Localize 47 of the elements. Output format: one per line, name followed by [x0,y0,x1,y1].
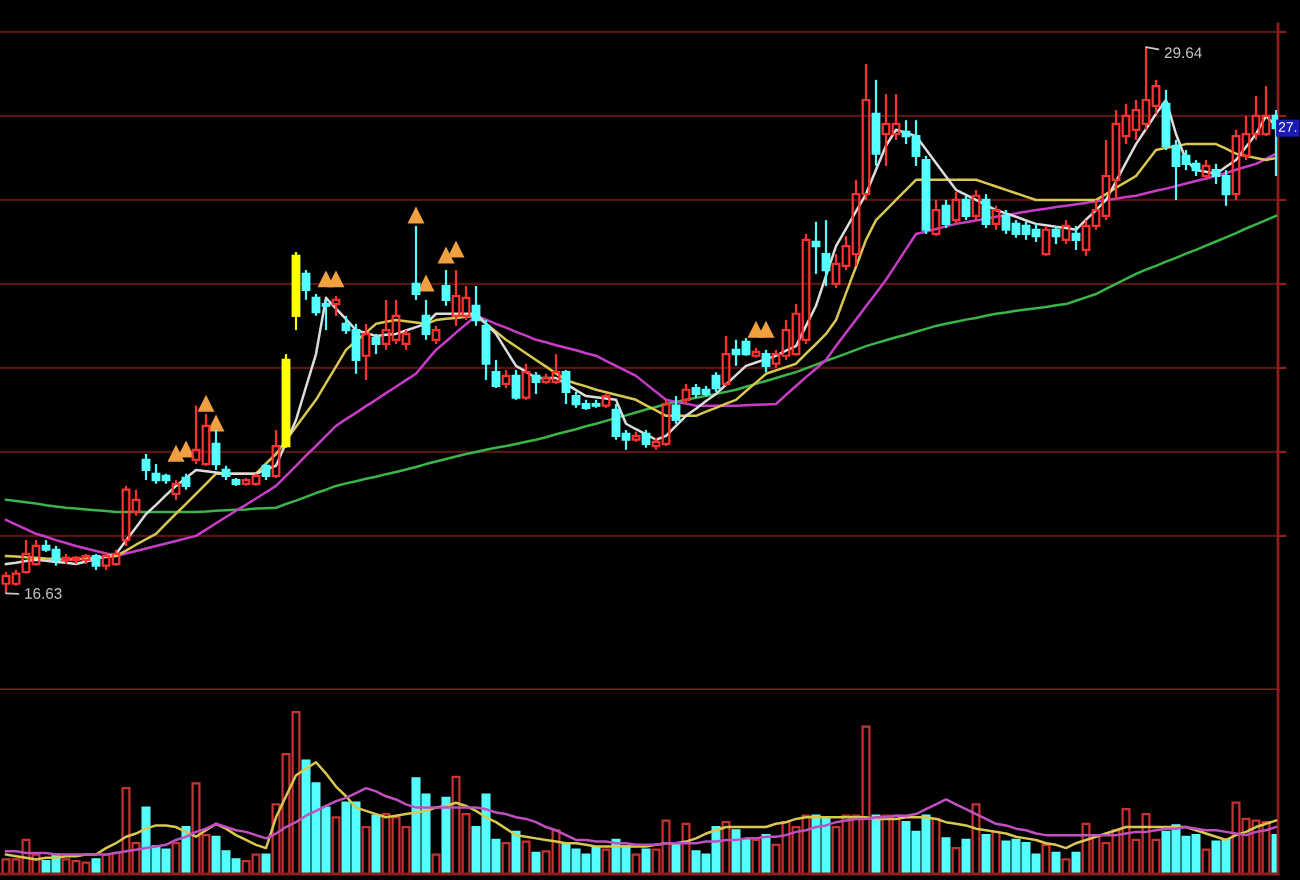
bar [171,842,181,874]
bar [951,846,961,874]
bar [931,817,941,874]
bar [601,848,611,874]
candlestick [811,220,821,275]
point [208,416,224,432]
bar [751,838,761,874]
point [758,322,774,338]
bar [1061,858,1071,874]
point [408,208,424,224]
bar [91,858,101,874]
bar [531,851,541,874]
point [168,446,184,462]
point [438,248,454,264]
bar [441,796,451,874]
bar [511,830,521,874]
bar [981,834,991,874]
bar [991,830,1001,874]
bar [521,840,531,874]
bar [1071,851,1081,874]
bar [371,814,381,874]
point [328,272,344,288]
bar [1201,848,1211,874]
bar [1271,834,1278,874]
bar [971,803,981,874]
point [448,242,464,258]
bar [331,816,341,874]
bar [671,842,681,874]
bar [871,814,881,874]
point [178,442,194,458]
bar [721,821,731,874]
bar [361,825,371,874]
point [418,276,434,292]
bar [1041,843,1051,874]
point [198,396,214,412]
bar [261,853,271,874]
bar [431,853,441,874]
bar [961,838,971,874]
bar [631,853,641,874]
bar [681,822,691,874]
bar [761,834,771,874]
point [748,322,764,338]
bar [641,848,651,874]
bar [501,842,511,874]
bar [941,837,951,874]
point [318,272,334,288]
bar [1051,851,1061,874]
